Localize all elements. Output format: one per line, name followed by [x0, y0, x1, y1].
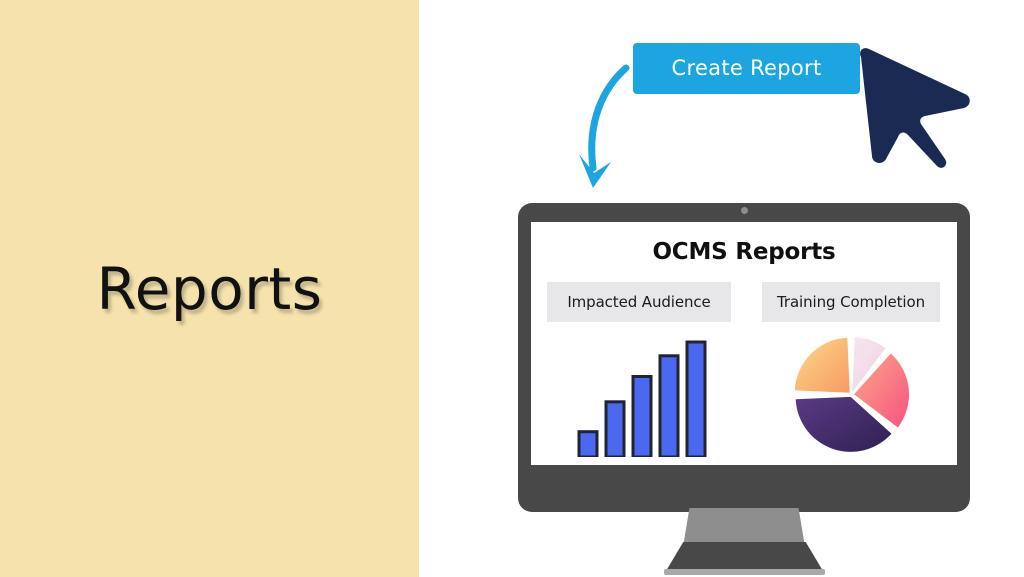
pie-slice	[853, 353, 909, 428]
bar	[631, 375, 653, 457]
bar	[658, 354, 680, 457]
label-impacted-audience[interactable]: Impacted Audience	[547, 282, 731, 322]
monitor-screen: OCMS Reports Impacted Audience Training …	[531, 222, 957, 465]
bar	[604, 400, 626, 457]
monitor-frame: OCMS Reports Impacted Audience Training …	[518, 203, 970, 512]
pie-slice	[794, 337, 850, 393]
page-title: Reports	[96, 255, 323, 323]
impacted-audience-bar-chart	[577, 340, 707, 457]
monitor-stand-foot	[664, 569, 825, 575]
bar	[685, 340, 707, 457]
pie-slice	[852, 337, 886, 393]
desktop-monitor: OCMS Reports Impacted Audience Training …	[518, 203, 970, 577]
monitor-stand-base	[666, 542, 823, 571]
bar	[577, 430, 599, 457]
create-report-button[interactable]: Create Report	[633, 43, 860, 94]
webcam-dot-icon	[741, 206, 748, 214]
training-completion-pie-chart	[794, 337, 909, 452]
label-training-completion[interactable]: Training Completion	[762, 282, 940, 322]
pie-slice	[795, 396, 892, 452]
left-color-panel: Reports	[0, 0, 419, 577]
screen-title: OCMS Reports	[652, 239, 836, 265]
